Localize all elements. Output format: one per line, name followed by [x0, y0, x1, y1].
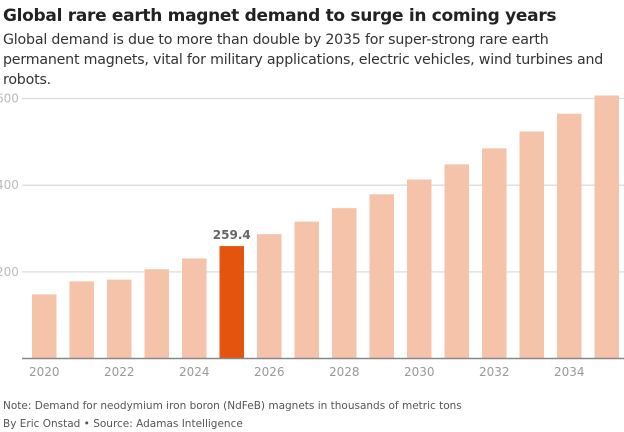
- x-tick-label: 2032: [479, 365, 510, 379]
- x-tick-label: 2034: [554, 365, 585, 379]
- bar-2028: [332, 208, 357, 359]
- bar-2020: [32, 294, 57, 359]
- bar-2035: [594, 95, 619, 359]
- y-tick-label: 200: [0, 265, 19, 279]
- x-tick-label: 2026: [254, 365, 285, 379]
- x-tick-label: 2030: [404, 365, 435, 379]
- y-tick-label: 600: [0, 92, 19, 106]
- x-tick-label: 2024: [179, 365, 210, 379]
- bar-2026: [257, 234, 282, 359]
- x-tick-label: 2022: [104, 365, 135, 379]
- x-tick-label: 2020: [29, 365, 60, 379]
- y-tick-label: 400: [0, 178, 19, 192]
- chart-subtitle: Global demand is due to more than double…: [3, 32, 604, 88]
- byline: By Eric Onstad • Source: Adamas Intellig…: [3, 418, 243, 430]
- bar-2021: [69, 281, 94, 359]
- bar-2031: [444, 164, 469, 359]
- bar-2029: [369, 194, 394, 359]
- bar-2024: [182, 258, 207, 359]
- x-tick-label: 2028: [329, 365, 360, 379]
- bar-2032: [482, 148, 507, 359]
- bar-2025: [219, 246, 244, 359]
- bar-2022: [107, 279, 132, 359]
- bar-2034: [557, 113, 582, 359]
- data-label: 259.4: [213, 228, 251, 242]
- bar-2033: [519, 131, 544, 359]
- chart-note: Note: Demand for neodymium iron boron (N…: [3, 400, 462, 412]
- chart-title: Global rare earth magnet demand to surge…: [3, 6, 557, 26]
- bar-2030: [407, 179, 432, 359]
- bar-2023: [144, 269, 169, 359]
- bar-2027: [294, 221, 319, 359]
